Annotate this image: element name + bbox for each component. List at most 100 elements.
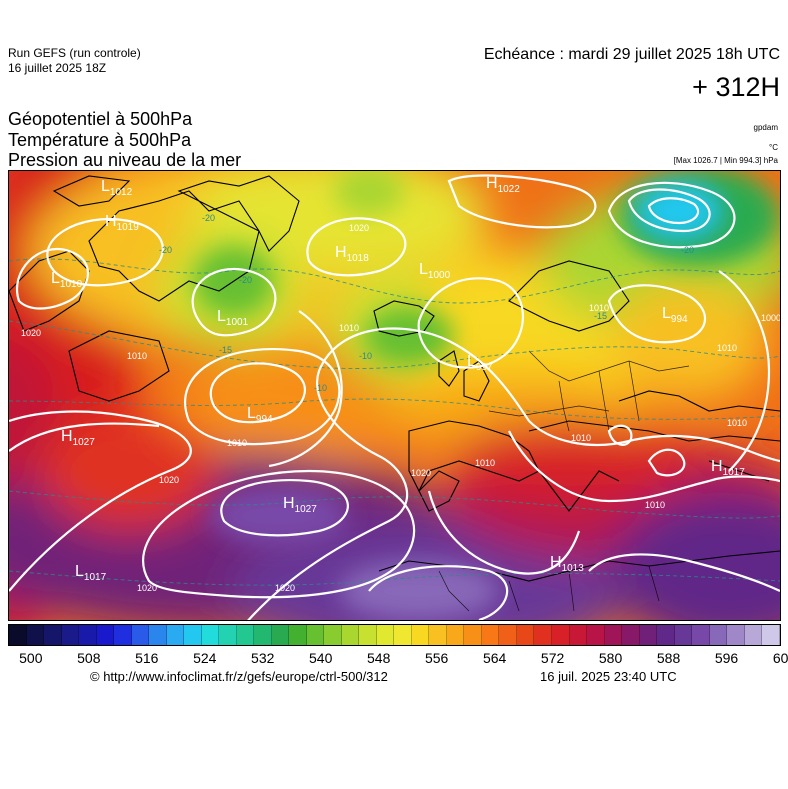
colorbar-swatch xyxy=(149,625,167,645)
isobar-label: 1010 xyxy=(127,351,147,361)
colorbar-tick: 580 xyxy=(598,650,623,666)
isobar-label: 1020 xyxy=(411,468,431,478)
colorbar-tick: 532 xyxy=(251,650,275,666)
credit-timestamp: 16 juil. 2025 23:40 UTC xyxy=(540,669,677,684)
param-pressure: Pression au niveau de la mer xyxy=(8,150,242,170)
colorbar-swatch xyxy=(429,625,447,645)
colorbar-tick: 604 xyxy=(772,650,788,666)
temperature-labels: -20 -20 -20 -15 -10 -10 -15 -20 xyxy=(159,213,694,393)
pressure-center-high: H1022 xyxy=(486,175,520,195)
colorbar-swatch xyxy=(236,625,255,645)
colorbar-swatch xyxy=(201,625,220,645)
run-model-label: Run GEFS (run controle) xyxy=(8,46,141,60)
isobar-label: 1010 xyxy=(589,303,609,313)
colorbar-swatch xyxy=(569,625,588,645)
colorbar-tick: 516 xyxy=(135,650,159,666)
colorbar-swatch xyxy=(26,625,45,645)
temperature-label: -10 xyxy=(359,351,372,361)
pressure-center-low: L1012 xyxy=(101,178,133,198)
pressure-center-low: L1000 xyxy=(419,261,451,281)
isobar-label: 1010 xyxy=(645,500,665,510)
pressure-center-high: H1019 xyxy=(105,213,139,233)
colorbar-swatch xyxy=(219,625,237,645)
pressure-center-low: L994 xyxy=(247,405,273,425)
colorbar-swatch xyxy=(639,625,658,645)
colorbar-tick: 548 xyxy=(367,650,391,666)
isobar-label: 1010 xyxy=(475,458,495,468)
temperature-label: -15 xyxy=(219,345,232,355)
colorbar-swatch xyxy=(481,625,500,645)
colorbar-swatch xyxy=(727,625,745,645)
isobar-label: 1020 xyxy=(159,475,179,485)
pressure-center-low: L1017 xyxy=(75,563,107,583)
param-temperature: Température à 500hPa xyxy=(8,130,192,150)
isobar-labels: 1010 1020 1010 1020 1020 1010 1010 1020 1010 1010… xyxy=(21,223,780,593)
colorbar-swatch xyxy=(9,625,27,645)
colorbar-tick: 556 xyxy=(424,650,449,666)
param-geopotential: Géopotentiel à 500hPa xyxy=(8,109,193,129)
colorbar-tick: 572 xyxy=(540,650,565,666)
unit-pressure-range: [Max 1026.7 | Min 994.3] hPa xyxy=(673,156,778,165)
isobar-label: 1010 xyxy=(571,433,591,443)
isobar-label: 1000 xyxy=(761,313,780,323)
colorbar-swatch xyxy=(516,625,535,645)
colorbar-swatch xyxy=(114,625,132,645)
colorbar-swatch xyxy=(604,625,623,645)
colorbar-swatch xyxy=(674,625,693,645)
temperature-label: -10 xyxy=(314,383,327,393)
unit-geopotential: gpdam xyxy=(753,123,778,132)
pressure-center-high: H1017 xyxy=(711,458,745,478)
pressure-centers: L1012 H1019 L1010 L1001 H1018 L1000 H1022 L994 L… xyxy=(51,175,745,583)
colorbar-swatch xyxy=(184,625,202,645)
colorbar-swatch xyxy=(762,625,780,645)
colorbar-swatch xyxy=(551,625,570,645)
colorbar-swatch xyxy=(534,625,552,645)
colorbar-swatch xyxy=(657,625,675,645)
isobar-label: 1010 xyxy=(227,438,247,448)
colorbar-swatch xyxy=(464,625,482,645)
colorbar-swatch xyxy=(289,625,307,645)
pressure-center-high: H1013 xyxy=(550,554,584,574)
borders xyxy=(438,350,690,612)
colorbar-swatch xyxy=(131,625,150,645)
pressure-center-high: H1027 xyxy=(283,495,317,515)
colorbar-tick: 524 xyxy=(193,650,217,666)
colorbar-tick: 508 xyxy=(77,650,101,666)
isobar-label: 1020 xyxy=(275,583,295,593)
colorbar-swatch xyxy=(341,625,360,645)
isobar-label: 1010 xyxy=(339,323,359,333)
isobar-label: 1010 xyxy=(727,418,747,428)
colorbar-tick: 540 xyxy=(309,650,333,666)
temperature-label: -15 xyxy=(594,311,607,321)
run-date-label: 16 juillet 2025 18Z xyxy=(8,61,107,75)
pressure-center-low: L1010 xyxy=(51,270,83,290)
colorbar-swatch xyxy=(359,625,377,645)
colorbar-swatch xyxy=(587,625,605,645)
colorbar-tick: 596 xyxy=(714,650,739,666)
pressure-center-high: H1018 xyxy=(335,244,369,264)
lead-time-label: + 312H xyxy=(692,72,780,102)
weather-map[interactable]: L1012 H1019 L1010 L1001 H1018 L1000 H1022 L994 L… xyxy=(8,170,781,621)
unit-temperature: °C xyxy=(769,143,778,152)
pressure-center-low: L994 xyxy=(662,305,688,325)
temperature-label: -20 xyxy=(681,245,694,255)
colorbar-swatch xyxy=(499,625,517,645)
colorbar-swatch xyxy=(271,625,290,645)
isobars xyxy=(9,174,780,620)
pressure-center-low: L997 xyxy=(467,353,493,373)
colorbar-tick: 500 xyxy=(19,650,43,666)
colorbar-swatch xyxy=(692,625,710,645)
colorbar-swatch xyxy=(324,625,342,645)
colorbar-swatch xyxy=(446,625,465,645)
colorbar-tick-labels: 500 508 516 524 532 540 548 556 564 572 580 588 596 6… xyxy=(8,650,788,668)
credit-url[interactable]: © http://www.infoclimat.fr/z/gefs/europe… xyxy=(90,669,388,684)
colorbar-tick: 588 xyxy=(656,650,681,666)
temperature-label: -20 xyxy=(239,275,252,285)
colorbar-swatch xyxy=(622,625,640,645)
temperature-label: -20 xyxy=(202,213,215,223)
pressure-center-high: H1027 xyxy=(61,428,95,448)
colorbar-swatch xyxy=(61,625,80,645)
isobar-label: 1020 xyxy=(21,328,41,338)
colorbar-swatch xyxy=(254,625,272,645)
valid-time-label: Echéance : mardi 29 juillet 2025 18h UTC xyxy=(483,46,780,63)
